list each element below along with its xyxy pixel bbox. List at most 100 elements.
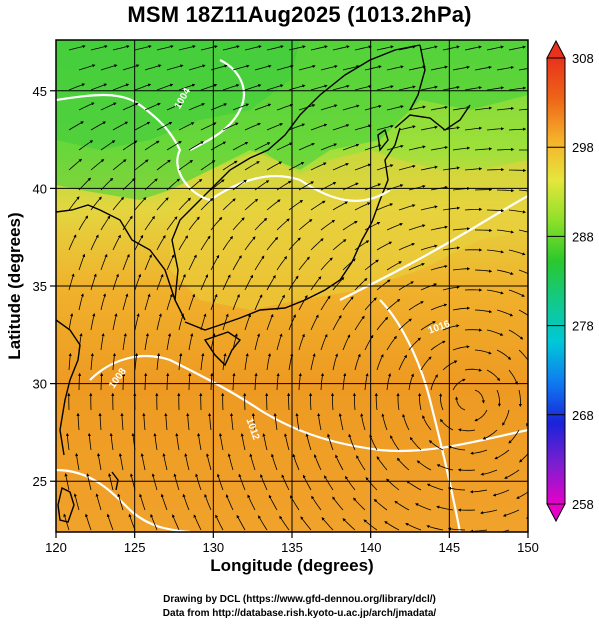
wind-arrow	[193, 514, 202, 531]
wind-arrow	[106, 513, 114, 531]
wind-arrow	[430, 225, 448, 231]
wind-arrow	[464, 328, 483, 332]
wind-arrow	[396, 457, 410, 471]
wind-arrow	[166, 333, 172, 351]
wind-arrow	[457, 468, 476, 472]
wind-arrow	[496, 349, 512, 360]
wind-arrow	[90, 313, 96, 331]
wind-arrow	[447, 486, 466, 491]
wind-arrow	[420, 165, 438, 171]
wind-arrow	[86, 473, 92, 491]
wind-arrow	[78, 293, 84, 311]
wind-arrow	[408, 373, 414, 391]
wind-arrow	[68, 313, 74, 331]
wind-arrow	[144, 140, 160, 151]
wind-arrow	[408, 145, 426, 151]
wind-arrow	[338, 413, 344, 431]
latitude-ticks: 25 30 35 40 45	[33, 84, 56, 489]
wind-arrow	[108, 473, 114, 491]
wind-arrow	[68, 196, 80, 211]
wind-arrow	[182, 493, 190, 511]
wind-arrow	[342, 258, 356, 271]
wind-arrow	[390, 435, 400, 451]
wind-arrow	[178, 352, 183, 371]
wind-arrow	[335, 454, 344, 471]
wind-arrow	[386, 335, 397, 351]
wind-arrow	[156, 313, 162, 331]
wind-arrow	[332, 276, 345, 291]
wind-arrow	[342, 518, 356, 531]
wind-arrow	[276, 372, 280, 391]
wind-arrow	[100, 102, 117, 111]
wind-arrow	[276, 218, 290, 231]
wind-arrow	[298, 64, 316, 71]
wind-arrow	[134, 121, 151, 131]
x-tick-label: 140	[360, 540, 382, 555]
wind-arrow	[310, 353, 316, 371]
wind-arrow	[354, 163, 372, 171]
wind-arrow	[178, 159, 194, 171]
wind-arrow	[384, 521, 400, 531]
wind-arrow	[112, 234, 121, 251]
wind-arrow	[420, 85, 438, 91]
wind-arrow	[354, 240, 370, 251]
wind-arrow	[455, 396, 466, 411]
wind-arrow	[474, 269, 493, 273]
wind-arrow	[402, 413, 410, 431]
wind-arrow	[134, 313, 140, 331]
wind-arrow	[386, 105, 404, 111]
wind-arrow	[134, 352, 139, 371]
wind-arrow	[408, 301, 424, 311]
wind-arrow	[317, 412, 322, 431]
wind-arrow	[232, 333, 238, 351]
wind-arrow	[448, 445, 466, 451]
wind-arrow	[470, 449, 488, 455]
wind-arrow	[496, 147, 515, 152]
wind-arrow	[398, 242, 416, 251]
wind-arrow	[78, 253, 86, 271]
wind-arrow	[266, 236, 279, 251]
y-tick-label: 30	[33, 377, 47, 392]
wind-arrow	[430, 105, 448, 111]
wind-arrow	[486, 45, 504, 51]
wind-arrow	[122, 64, 140, 71]
wind-arrow	[262, 433, 268, 451]
wind-arrow	[442, 246, 461, 251]
wind-arrow	[439, 418, 454, 431]
wind-arrow	[320, 372, 324, 391]
wind-arrow	[496, 269, 514, 275]
wind-arrow	[508, 86, 527, 91]
wind-arrow	[254, 333, 261, 351]
wind-arrow	[396, 392, 400, 411]
wind-arrow	[541, 390, 542, 406]
wind-arrow	[188, 64, 206, 71]
wind-arrow	[310, 238, 324, 251]
wind-arrow	[166, 372, 170, 391]
wind-arrow	[288, 123, 306, 131]
map-plot-area	[56, 40, 547, 532]
wind-arrow	[420, 125, 438, 131]
wind-arrow	[474, 106, 493, 111]
wind-arrow	[244, 122, 261, 131]
wind-arrow	[428, 440, 444, 451]
wind-arrow	[178, 45, 196, 51]
wind-arrow	[122, 293, 129, 311]
wind-arrow	[516, 491, 528, 499]
wind-arrow	[266, 353, 271, 371]
wind-arrow	[492, 529, 510, 532]
wind-arrow	[276, 255, 288, 271]
wind-arrow	[531, 210, 547, 214]
wind-arrow	[186, 412, 190, 431]
wind-arrow	[188, 333, 194, 351]
wind-arrow	[519, 453, 528, 463]
wind-arrow	[324, 475, 334, 491]
wind-arrow	[258, 515, 268, 531]
wind-arrow	[452, 267, 471, 271]
cool-region-core	[56, 40, 300, 150]
wind-arrow	[364, 334, 374, 351]
wind-arrow	[150, 513, 158, 531]
wind-arrow	[494, 449, 510, 460]
colorbar-tick-label: 298	[572, 140, 594, 155]
wind-arrow	[376, 241, 393, 251]
wind-arrow	[376, 164, 394, 171]
